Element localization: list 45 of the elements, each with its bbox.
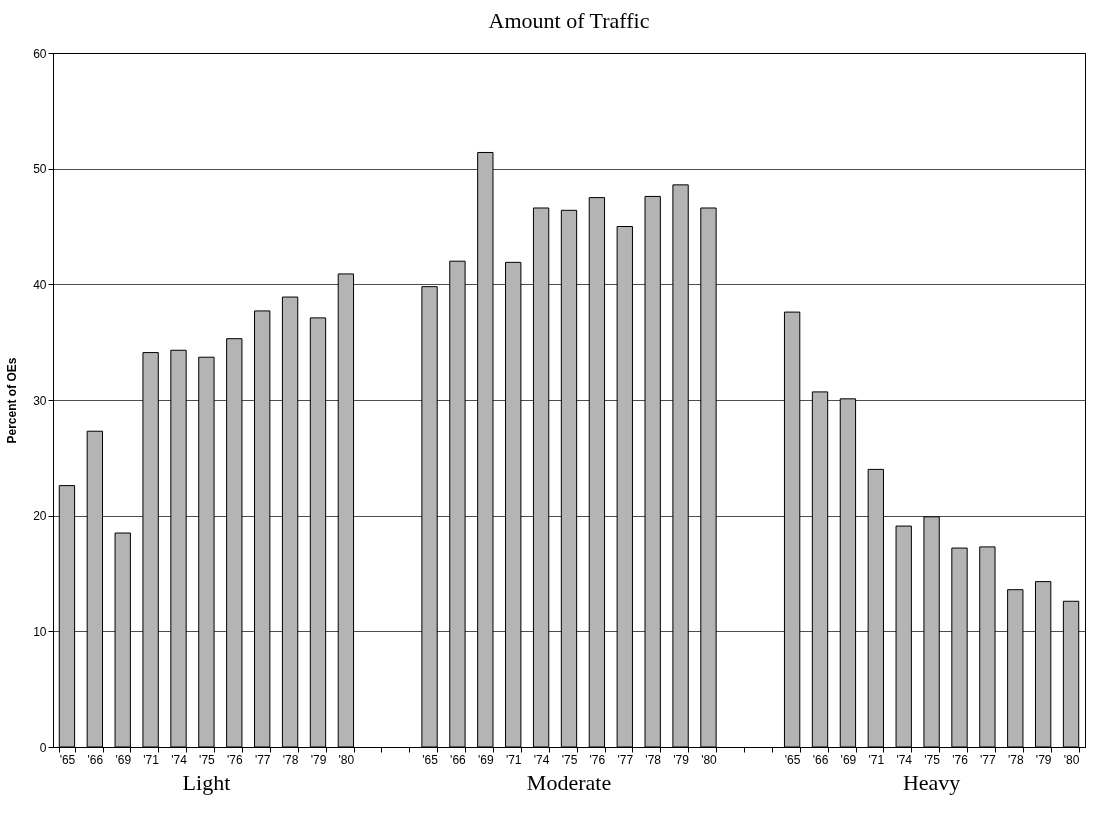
x-tick-label: '78 — [282, 752, 299, 767]
x-tick-label: '75 — [199, 752, 216, 767]
x-tick-label: '77 — [254, 752, 271, 767]
x-tick-label: '69 — [840, 752, 857, 767]
y-tick-label: 10 — [33, 624, 47, 639]
x-tick-label: '66 — [450, 752, 467, 767]
text: Light — [182, 770, 231, 795]
x-tick-label: '77 — [617, 752, 634, 767]
x-tick-label: '79 — [673, 752, 690, 767]
y-tick-label: 20 — [33, 509, 47, 524]
y-tick-label: 30 — [33, 393, 47, 408]
x-tick-label: '69 — [115, 752, 132, 767]
y-tick-label: 0 — [39, 740, 47, 755]
x-tick-label: '79 — [310, 752, 327, 767]
x-tick-label: '75 — [561, 752, 578, 767]
x-tick-label: '76 — [226, 752, 243, 767]
x-tick-label: '66 — [812, 752, 829, 767]
y-axis-title: Percent of OEs — [5, 357, 20, 444]
x-tick-label: '80 — [701, 752, 718, 767]
x-tick-label: '65 — [784, 752, 801, 767]
text: Moderate — [526, 770, 612, 795]
x-tick-label: '80 — [1063, 752, 1080, 767]
x-tick-label: '77 — [980, 752, 997, 767]
x-tick-label: '78 — [645, 752, 662, 767]
x-tick-label: '78 — [1007, 752, 1024, 767]
x-tick-label: '76 — [952, 752, 969, 767]
x-tick-label: '71 — [143, 752, 160, 767]
x-tick-label: '74 — [171, 752, 188, 767]
x-tick-label: '80 — [338, 752, 355, 767]
x-tick-label: '76 — [589, 752, 606, 767]
x-tick-label: '65 — [59, 752, 76, 767]
x-tick-label: '71 — [505, 752, 522, 767]
x-tick-label: '74 — [533, 752, 550, 767]
text: Heavy — [902, 770, 961, 795]
x-tick-label: '71 — [868, 752, 885, 767]
x-tick-label: '74 — [896, 752, 913, 767]
x-tick-label: '75 — [924, 752, 941, 767]
chart-title: Amount of Traffic — [488, 8, 650, 33]
x-tick-label: '69 — [478, 752, 494, 767]
y-tick-label: 60 — [33, 46, 47, 61]
y-tick-label: 50 — [33, 162, 47, 177]
x-tick-label: '65 — [422, 752, 439, 767]
y-tick-label: 40 — [33, 277, 47, 292]
x-tick-label: '66 — [87, 752, 104, 767]
x-tick-label: '79 — [1035, 752, 1052, 767]
